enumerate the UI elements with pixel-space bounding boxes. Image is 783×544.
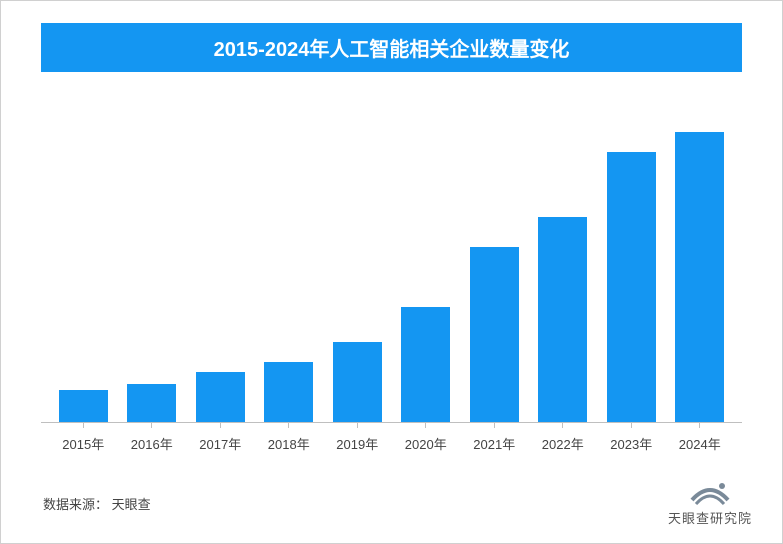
bar	[470, 247, 519, 422]
bar	[196, 372, 245, 422]
bar	[59, 390, 108, 422]
tick-wrap: 2015年	[49, 423, 118, 453]
tick-wrap: 2023年	[597, 423, 666, 453]
tick-mark	[288, 423, 289, 428]
logo-icon	[688, 476, 732, 506]
tick-mark	[699, 423, 700, 428]
x-axis-ticks: 2015年 2016年 2017年 2018年 2019年 2020年 2021年 2022年…	[41, 423, 742, 453]
bar	[607, 152, 656, 422]
tick-wrap: 2020年	[392, 423, 461, 453]
bar	[401, 307, 450, 422]
x-tick-label: 2023年	[610, 434, 652, 453]
bar-wrap	[118, 122, 187, 422]
tick-mark	[562, 423, 563, 428]
x-tick-label: 2018年	[268, 434, 310, 453]
x-tick-label: 2024年	[679, 434, 721, 453]
logo-text: 天眼查研究院	[668, 508, 752, 527]
tick-wrap: 2018年	[255, 423, 324, 453]
x-tick-label: 2022年	[542, 434, 584, 453]
bar	[127, 384, 176, 422]
bar-wrap	[49, 122, 118, 422]
data-source: 数据来源： 天眼查	[43, 494, 151, 513]
source-label: 数据来源：	[43, 497, 108, 512]
x-tick-label: 2019年	[336, 434, 378, 453]
source-value: 天眼查	[112, 497, 151, 512]
bar-wrap	[392, 122, 461, 422]
bar-chart	[41, 122, 742, 422]
bar-wrap	[597, 122, 666, 422]
tick-wrap: 2024年	[666, 423, 735, 453]
bar	[538, 217, 587, 422]
chart-title-bar: 2015-2024年人工智能相关企业数量变化	[41, 23, 742, 72]
tick-mark	[357, 423, 358, 428]
bar-wrap	[323, 122, 392, 422]
tick-mark	[151, 423, 152, 428]
x-tick-label: 2017年	[199, 434, 241, 453]
x-tick-label: 2015年	[62, 434, 104, 453]
tick-mark	[220, 423, 221, 428]
bar-wrap	[460, 122, 529, 422]
tick-mark	[494, 423, 495, 428]
tick-wrap: 2019年	[323, 423, 392, 453]
x-tick-label: 2021年	[473, 434, 515, 453]
bar-wrap	[529, 122, 598, 422]
bar-wrap	[255, 122, 324, 422]
tick-mark	[631, 423, 632, 428]
tick-mark	[425, 423, 426, 428]
bar-wrap	[666, 122, 735, 422]
tick-wrap: 2016年	[118, 423, 187, 453]
bar	[675, 132, 724, 422]
tick-wrap: 2017年	[186, 423, 255, 453]
bar	[333, 342, 382, 422]
tick-wrap: 2022年	[529, 423, 598, 453]
bar	[264, 362, 313, 422]
x-tick-label: 2016年	[131, 434, 173, 453]
x-tick-label: 2020年	[405, 434, 447, 453]
tick-wrap: 2021年	[460, 423, 529, 453]
logo: 天眼查研究院	[668, 476, 752, 527]
bar-wrap	[186, 122, 255, 422]
tick-mark	[83, 423, 84, 428]
